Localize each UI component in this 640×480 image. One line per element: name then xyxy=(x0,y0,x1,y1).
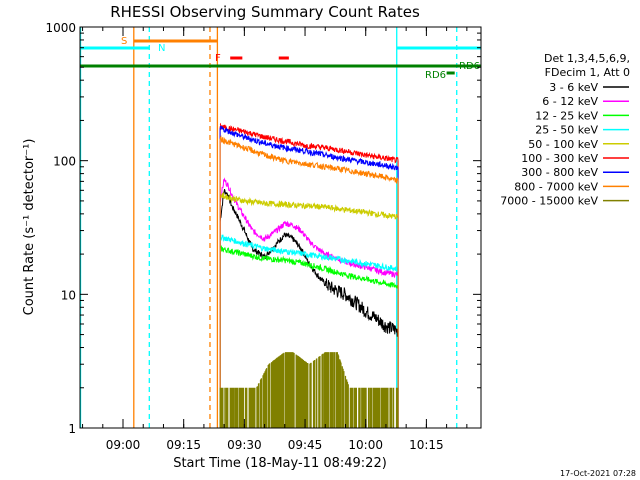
x-tick-label: 09:15 xyxy=(166,438,201,452)
x-tick-label: 09:00 xyxy=(106,438,141,452)
rd6-top-flag-label: RD6 xyxy=(459,61,480,72)
x-tick-label: 10:00 xyxy=(348,438,383,452)
chart-title: RHESSI Observing Summary Count Rates xyxy=(110,3,420,21)
legend-title-line: FDecim 1, Att 0 xyxy=(545,66,630,79)
x-tick-label: 09:45 xyxy=(288,438,323,452)
series-layer xyxy=(219,122,399,428)
series-line-12-25-kev xyxy=(219,245,399,289)
series-line-6-12-kev xyxy=(219,177,399,279)
legend-label: 7000 - 15000 keV xyxy=(500,195,598,208)
plot-area xyxy=(79,27,458,428)
legend-label: 25 - 50 keV xyxy=(535,124,598,137)
x-axis-label: Start Time (18-May-11 08:49:22) xyxy=(173,456,387,471)
flags-layer: S N F RD6 RD6 xyxy=(80,36,481,81)
series-line-300-800-kev xyxy=(219,125,399,171)
series-line-25-50-kev xyxy=(219,234,399,272)
rd6-flag-label: RD6 xyxy=(425,70,446,81)
x-tick-label: 10:15 xyxy=(409,438,444,452)
legend: Det 1,3,4,5,6,9,FDecim 1, Att 0 3 - 6 keV… xyxy=(500,52,630,208)
timestamp: 17-Oct-2021 07:28 xyxy=(560,469,636,478)
legend-label: 3 - 6 keV xyxy=(549,81,598,94)
legend-title-line: Det 1,3,4,5,6,9, xyxy=(544,52,630,65)
n-flag-label: N xyxy=(158,43,165,54)
legend-label: 6 - 12 keV xyxy=(542,95,598,108)
legend-label: 50 - 100 keV xyxy=(528,138,598,151)
legend-label: 100 - 300 keV xyxy=(521,152,598,165)
y-axis-label-text: Count Rate (s⁻¹ detector⁻¹) xyxy=(22,139,37,316)
axes-layer: 1 10 100 1000 09:00 09:15 09:30 09:45 10:00 10:15 xyxy=(45,21,482,452)
x-tick-label: 09:30 xyxy=(227,438,262,452)
y-axis-label: Count Rate (s⁻¹ detector⁻¹) xyxy=(22,139,37,316)
legend-label: 300 - 800 keV xyxy=(521,166,598,179)
legend-label: 800 - 7000 keV xyxy=(514,180,598,193)
series-line-50-100-kev xyxy=(219,191,399,220)
y-tick-label: 1 xyxy=(68,422,76,436)
legend-label: 12 - 25 keV xyxy=(535,109,598,122)
series-line-100-300-kev xyxy=(219,122,399,164)
s-flag-label: S xyxy=(121,36,127,47)
series-line-3-6-kev xyxy=(219,189,399,337)
y-tick-label: 10 xyxy=(61,288,76,302)
plot-frame xyxy=(79,26,482,429)
y-tick-label: 1000 xyxy=(45,21,76,35)
y-tick-label: 100 xyxy=(53,155,76,169)
series-line-800-7000-kev xyxy=(219,135,399,184)
f-flag-label: F xyxy=(215,53,221,64)
